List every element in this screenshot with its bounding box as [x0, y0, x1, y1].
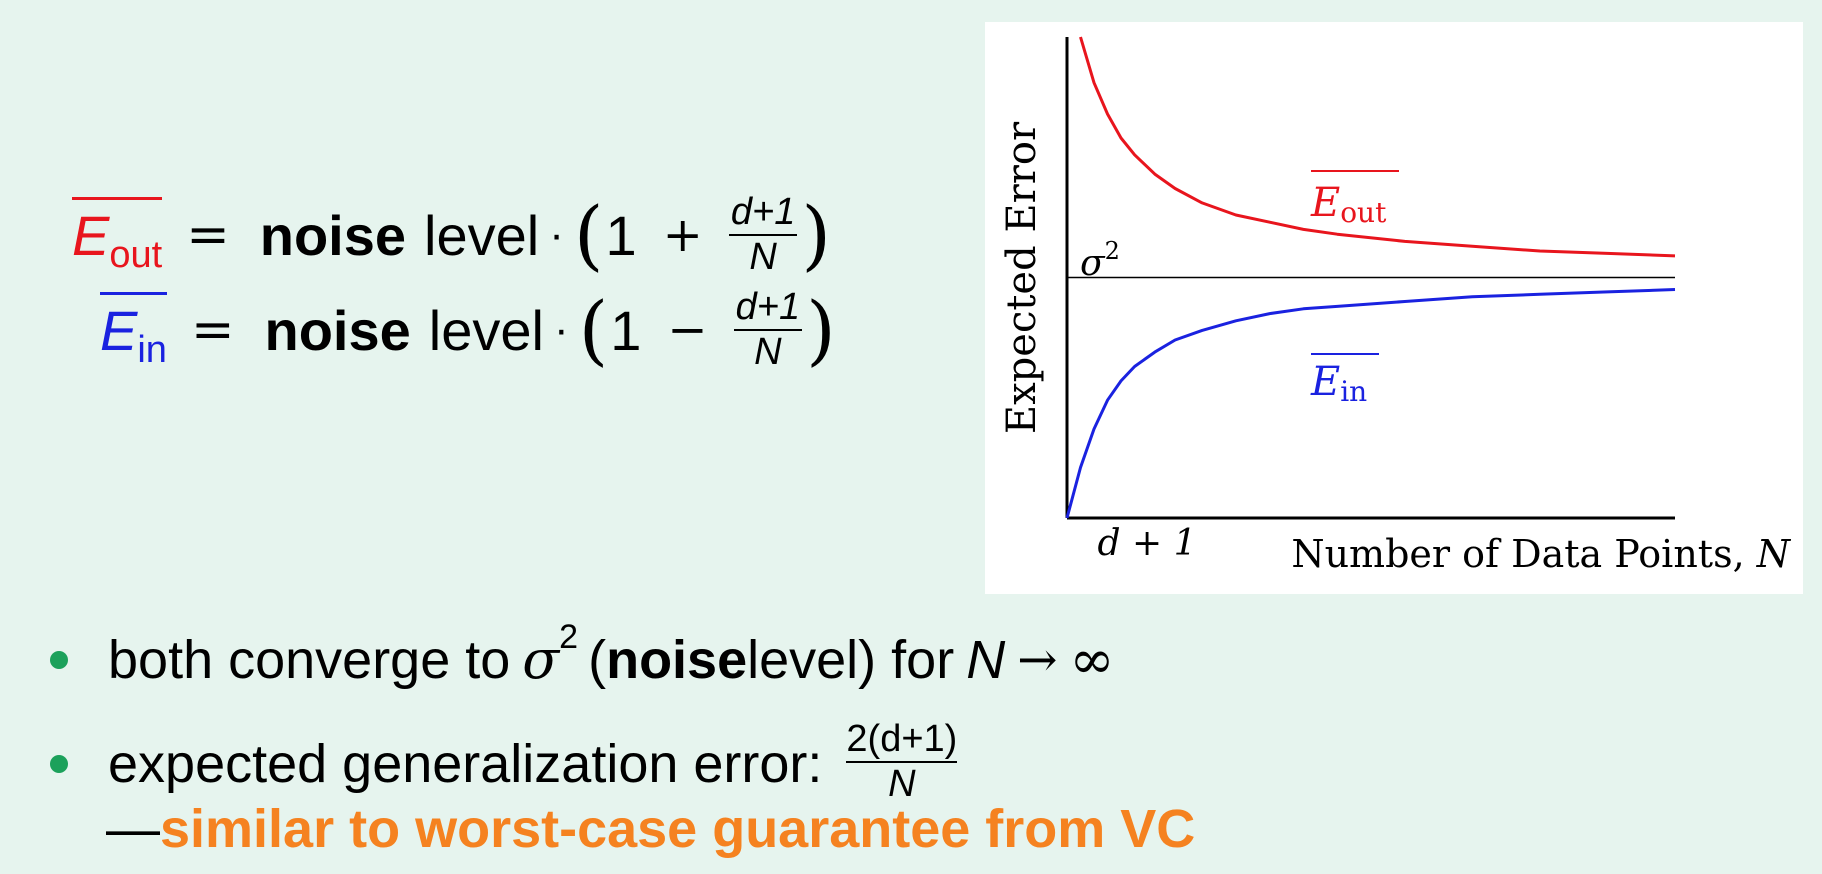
one: 1	[610, 298, 642, 362]
e-in-symbol: Ein	[100, 291, 167, 371]
level-word: level	[428, 298, 544, 362]
y-axis-label: Expected Error	[999, 121, 1045, 434]
close-paren: )	[806, 285, 836, 374]
plus-operator: +	[662, 207, 703, 263]
numerator: d+1	[730, 191, 796, 234]
bullet-text: expected generalization error:	[108, 733, 823, 794]
sigma-symbol: σ	[522, 628, 560, 691]
fraction: d+1 N	[728, 191, 798, 278]
e-out-series-label: Eout	[1310, 170, 1399, 229]
e-out-curve	[1079, 36, 1676, 258]
open-paren: (	[573, 190, 604, 279]
bullet-text: both converge to	[108, 629, 511, 690]
noise-word: noise	[259, 203, 407, 267]
generalization-fraction: 2(d+1) N	[846, 718, 958, 805]
chart-svg: Expected Error σ2 d + 1 Number of Data P…	[999, 36, 1792, 576]
bullet-generalization: expected generalization error: 2(d+1) N	[50, 718, 958, 806]
e-out-symbol: Eout	[72, 196, 163, 276]
equation-e-out: Eout = noise level · ( 1 + d+1 N )	[72, 180, 831, 290]
numerator: d+1	[735, 286, 801, 329]
fraction: d+1 N	[733, 286, 803, 373]
equation-e-in: Ein = noise level · ( 1 − d+1 N )	[100, 275, 836, 385]
denominator: N	[749, 236, 777, 278]
close-paren: )	[801, 190, 832, 279]
noise-word: noise	[264, 298, 411, 362]
fraction-line	[733, 329, 803, 331]
open-paren: (	[578, 285, 609, 374]
x-start-label: d + 1	[1098, 523, 1197, 564]
em-dash: —	[106, 799, 160, 859]
arrow-symbol: →	[1017, 631, 1058, 688]
learning-curve-chart: Expected Error σ2 d + 1 Number of Data P…	[985, 22, 1803, 594]
bullet-text-2: level) for	[747, 629, 955, 690]
fraction-line	[728, 234, 798, 236]
e-in-curve	[1065, 288, 1676, 519]
numerator: 2(d+1)	[846, 718, 958, 760]
one: 1	[605, 203, 637, 267]
superscript: 2	[559, 618, 579, 656]
e-in-series-label: Ein	[1310, 353, 1379, 408]
level-word: level	[424, 203, 540, 267]
equals-sign: =	[190, 300, 235, 360]
cdot: ·	[553, 305, 569, 354]
sigma-squared-label: σ2	[1080, 237, 1120, 284]
minus-operator: −	[667, 302, 708, 358]
vc-comparison-line: —similar to worst-case guarantee from VC	[106, 798, 1195, 860]
fraction-line	[846, 760, 958, 763]
bullet-dot	[50, 754, 68, 773]
highlight-text: similar to worst-case guarantee from VC	[160, 799, 1196, 859]
noise-bold: noise	[606, 629, 748, 690]
equals-sign: =	[186, 205, 230, 265]
bullet-dot	[50, 650, 68, 669]
svg-text:Ein: Ein	[1310, 359, 1367, 408]
denominator: N	[888, 762, 916, 805]
n-symbol: N	[966, 629, 1006, 690]
paren-open: (	[588, 629, 607, 690]
cdot: ·	[549, 210, 564, 259]
overline	[100, 291, 167, 295]
denominator: N	[754, 331, 782, 373]
svg-text:Eout: Eout	[1310, 180, 1387, 229]
overline	[72, 196, 163, 200]
x-axis-label: Number of Data Points, N	[1291, 532, 1791, 576]
infinity-symbol: ∞	[1069, 628, 1115, 691]
